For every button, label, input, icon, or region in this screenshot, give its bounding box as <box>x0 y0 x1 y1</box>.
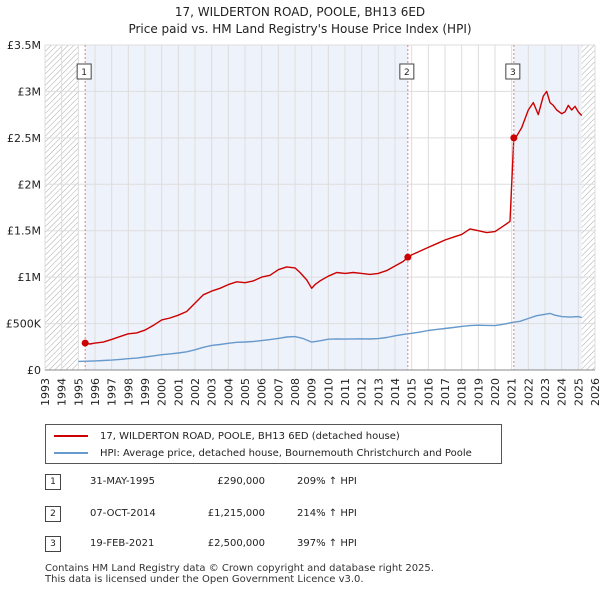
chart-legend: 17, WILDERTON ROAD, POOLE, BH13 6ED (det… <box>45 424 502 464</box>
sale-point <box>510 134 518 142</box>
chart-title: 17, WILDERTON ROAD, POOLE, BH13 6ED Pric… <box>0 4 600 38</box>
legend-item-property: 17, WILDERTON ROAD, POOLE, BH13 6ED (det… <box>54 428 400 444</box>
x-tick-label: 2005 <box>239 378 252 406</box>
transaction-number-badge: 1 <box>45 474 61 490</box>
x-tick-label: 2017 <box>439 378 452 406</box>
legend-label-hpi: HPI: Average price, detached house, Bour… <box>100 447 472 459</box>
x-tick-label: 2013 <box>372 378 385 406</box>
legend-label-property: 17, WILDERTON ROAD, POOLE, BH13 6ED (det… <box>100 430 400 442</box>
table-row: 2 07-OCT-2014 £1,215,000 214% ↑ HPI <box>45 506 405 524</box>
x-tick-label: 2009 <box>306 378 319 406</box>
x-tick-label: 2001 <box>172 378 185 406</box>
y-tick-label: £0 <box>27 364 41 377</box>
x-tick-label: 1997 <box>106 378 119 406</box>
x-tick-label: 2014 <box>389 378 402 406</box>
x-tick-label: 1995 <box>72 378 85 406</box>
x-tick-label: 2007 <box>272 378 285 406</box>
x-tick-label: 2015 <box>406 378 419 406</box>
sale-point <box>81 339 89 347</box>
transaction-date: 31-MAY-1995 <box>90 476 156 487</box>
price-chart: 1 2 3 £0 £500K £1M £1.5M £2M £2.5M £3M £3.5M 1993 1… <box>6 39 600 406</box>
legend-swatch-hpi <box>54 452 88 454</box>
y-tick-label: £500K <box>6 318 42 331</box>
chart-title-line1: 17, WILDERTON ROAD, POOLE, BH13 6ED <box>174 5 426 19</box>
table-row: 1 31-MAY-1995 £290,000 209% ↑ HPI <box>45 474 405 492</box>
footer-attribution: Contains HM Land Registry data © Crown c… <box>45 563 434 585</box>
transaction-price: £2,500,000 <box>207 538 265 549</box>
y-tick-label: £1.5M <box>7 225 41 238</box>
sale-label-number: 3 <box>510 68 516 78</box>
x-tick-label: 2006 <box>256 378 269 406</box>
chart-subtitle: Price paid vs. HM Land Registry's House … <box>128 22 472 36</box>
x-tick-label: 2016 <box>422 378 435 406</box>
x-tick-label: 1993 <box>39 378 52 406</box>
x-tick-label: 2026 <box>589 378 600 406</box>
x-tick-label: 2020 <box>489 378 502 406</box>
table-row: 3 19-FEB-2021 £2,500,000 397% ↑ HPI <box>45 536 405 554</box>
footer-licence: This data is licensed under the Open Gov… <box>45 574 364 585</box>
transaction-hpi-change: 214% ↑ HPI <box>297 508 357 519</box>
x-tick-label: 2000 <box>156 378 169 406</box>
legend-item-hpi: HPI: Average price, detached house, Bour… <box>54 445 472 461</box>
sale-label-number: 1 <box>81 68 87 78</box>
transaction-price: £290,000 <box>217 476 265 487</box>
x-tick-label: 2025 <box>572 378 585 406</box>
property-price-line <box>85 90 583 345</box>
transaction-date: 07-OCT-2014 <box>90 508 156 519</box>
y-tick-label: £1M <box>18 271 42 284</box>
x-tick-label: 1999 <box>139 378 152 406</box>
x-tick-label: 1994 <box>56 378 69 406</box>
transaction-number-badge: 3 <box>45 536 61 552</box>
sale-label-box <box>76 63 92 80</box>
x-tick-label: 1998 <box>122 378 135 406</box>
y-tick-label: £2M <box>18 178 42 191</box>
x-tick-label: 2002 <box>189 378 202 406</box>
legend-swatch-property <box>54 435 88 437</box>
x-tick-label: 2012 <box>356 378 369 406</box>
x-tick-label: 2011 <box>339 378 352 406</box>
x-tick-label: 2024 <box>556 378 569 406</box>
highlight-band <box>513 45 582 370</box>
x-tick-label: 2010 <box>322 378 335 406</box>
sale-label-number: 2 <box>404 68 410 78</box>
sale-label-box <box>505 63 521 80</box>
x-tick-label: 2021 <box>506 378 519 406</box>
x-tick-label: 2003 <box>206 378 219 406</box>
transaction-hpi-change: 397% ↑ HPI <box>297 538 357 549</box>
sale-point <box>404 253 412 261</box>
hpi-line <box>78 312 582 363</box>
x-tick-label: 2019 <box>472 378 485 406</box>
transaction-price: £1,215,000 <box>207 508 265 519</box>
sale-label-box <box>399 63 415 80</box>
y-tick-label: £3M <box>18 85 42 98</box>
x-tick-label: 2008 <box>289 378 302 406</box>
highlight-band <box>85 45 408 370</box>
x-tick-label: 2004 <box>222 378 235 406</box>
hatched-region <box>581 45 595 370</box>
y-tick-label: £2.5M <box>7 132 41 145</box>
y-tick-label: £3.5M <box>7 39 41 52</box>
transaction-hpi-change: 209% ↑ HPI <box>297 476 357 487</box>
x-tick-label: 1996 <box>89 378 102 406</box>
x-tick-label: 2022 <box>522 378 535 406</box>
transaction-date: 19-FEB-2021 <box>90 538 155 549</box>
x-tick-label: 2023 <box>539 378 552 406</box>
x-tick-label: 2018 <box>456 378 469 406</box>
transaction-number-badge: 2 <box>45 506 61 522</box>
footer-copyright: Contains HM Land Registry data © Crown c… <box>45 563 434 574</box>
